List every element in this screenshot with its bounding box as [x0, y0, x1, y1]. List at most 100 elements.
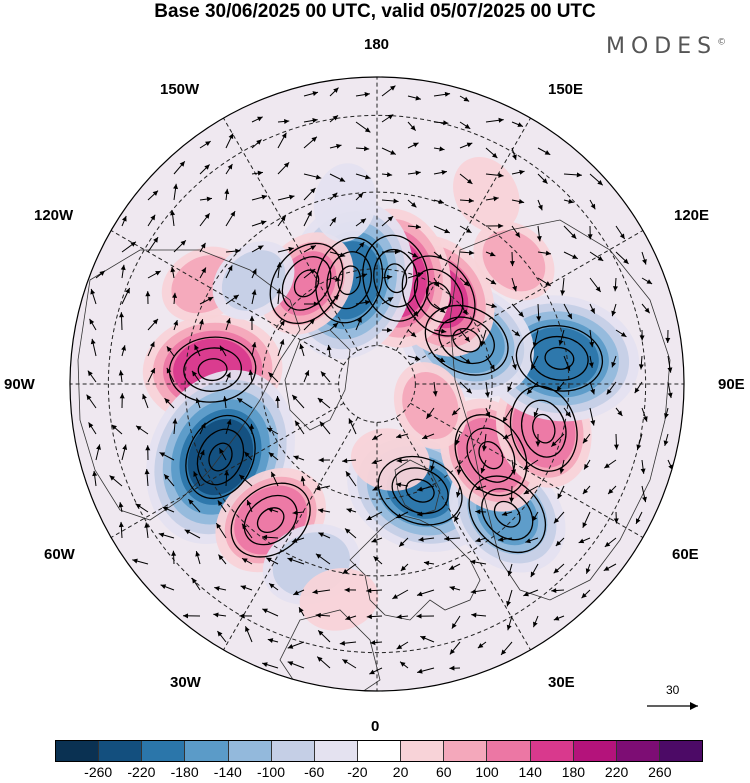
contour-line: [196, 428, 245, 486]
colorbar-swatch: [573, 741, 617, 761]
wind-arrow: [225, 372, 231, 383]
wind-arrow: [511, 303, 524, 318]
contour-line: [183, 347, 243, 392]
wind-arrow: [236, 397, 253, 409]
coastline-asia: [449, 219, 671, 601]
wind-arrow: [501, 511, 513, 516]
wind-arrow: [172, 292, 178, 305]
wind-arrow: [191, 577, 201, 591]
wind-arrow: [615, 251, 629, 265]
wind-arrow: [459, 95, 470, 102]
wind-arrow: [589, 407, 596, 426]
wind-arrow: [511, 147, 517, 161]
wind-arrow: [665, 329, 671, 343]
wind-arrow: [423, 560, 435, 566]
colorbar-swatch: [487, 741, 531, 761]
wind-arrow: [502, 407, 513, 423]
wind-arrow: [451, 615, 461, 629]
wind-arrow: [395, 433, 409, 439]
wind-arrow: [217, 630, 227, 643]
lon-label-180: 180: [364, 36, 390, 53]
wind-arrow: [300, 476, 306, 487]
contour-line: [493, 500, 521, 528]
wind-arrow: [381, 327, 393, 333]
wind-arrow: [371, 433, 383, 441]
wind-arrow: [417, 667, 435, 674]
wind-arrow: [303, 187, 316, 201]
wind-arrow: [319, 421, 331, 435]
wind-arrow: [585, 563, 591, 574]
colorbar: [55, 740, 703, 762]
latitude-circle: [184, 191, 570, 577]
meridian-line: [110, 230, 345, 366]
meridian-line: [409, 230, 644, 366]
wind-arrow: [485, 223, 504, 229]
wind-arrow: [188, 498, 201, 513]
wind-arrow: [88, 422, 97, 435]
lon-label-120e: 120E: [674, 207, 710, 224]
anomaly-level: [402, 372, 459, 440]
wind-arrow: [119, 393, 125, 409]
wind-arrow: [612, 277, 618, 292]
wind-arrow: [173, 239, 187, 253]
lon-label-0: 0: [371, 718, 380, 735]
wind-arrow: [372, 485, 383, 491]
contour-line: [391, 467, 449, 515]
wind-arrow: [523, 589, 539, 597]
wind-arrow: [241, 557, 253, 565]
contour-line: [466, 427, 516, 483]
wind-arrow: [299, 343, 305, 357]
wind-arrow: [339, 640, 357, 646]
wind-arrow: [355, 146, 370, 152]
wind-arrow: [432, 381, 438, 397]
wind-arrow: [251, 220, 267, 227]
wind-arrow: [329, 192, 338, 201]
wind-arrow: [459, 277, 470, 287]
wind-arrow: [86, 394, 97, 409]
wind-arrow: [480, 329, 487, 347]
contour-line: [425, 282, 452, 310]
lon-label-150w: 150W: [160, 81, 200, 98]
contour-line: [452, 328, 482, 353]
wind-arrow: [329, 322, 339, 331]
wind-arrow: [433, 146, 445, 152]
wind-arrow: [173, 319, 179, 331]
colorbar-swatch: [314, 741, 358, 761]
wind-arrow: [453, 511, 461, 522]
wind-arrow: [459, 173, 473, 185]
coastlines: [77, 219, 671, 691]
wind-arrow: [638, 355, 644, 370]
wind-arrow: [537, 147, 551, 156]
wind-arrow: [407, 251, 419, 258]
wind-arrow: [641, 277, 653, 285]
wind-arrow: [611, 303, 617, 317]
wind-arrow: [381, 274, 393, 280]
wind-arrow: [459, 142, 473, 149]
wind-arrow: [451, 407, 461, 416]
wind-arrow: [511, 355, 517, 370]
wind-arrow: [553, 563, 565, 574]
wind-arrow: [604, 459, 617, 469]
colorbar-tick-label: 100: [475, 764, 499, 780]
meridian-line: [223, 117, 359, 352]
wind-arrow: [277, 339, 285, 357]
wind-arrow: [639, 329, 645, 341]
wind-arrow: [193, 471, 201, 487]
wind-arrow: [277, 246, 294, 253]
contour-line: [468, 475, 547, 554]
contour-line: [481, 488, 534, 541]
wind-arrow: [118, 370, 124, 383]
wind-arrow: [199, 242, 206, 253]
wind-arrow: [537, 199, 543, 211]
contour-line: [424, 304, 509, 376]
colorbar-swatch: [185, 741, 229, 761]
wind-arrow: [326, 344, 332, 357]
wind-arrow: [268, 371, 279, 383]
contour-line: [256, 507, 285, 534]
wind-arrow: [251, 289, 257, 305]
wind-arrow: [173, 183, 179, 201]
wind-arrow: [459, 381, 473, 394]
wind-arrow: [634, 381, 643, 394]
contour-line: [197, 358, 228, 382]
wind-arrow: [355, 218, 367, 227]
